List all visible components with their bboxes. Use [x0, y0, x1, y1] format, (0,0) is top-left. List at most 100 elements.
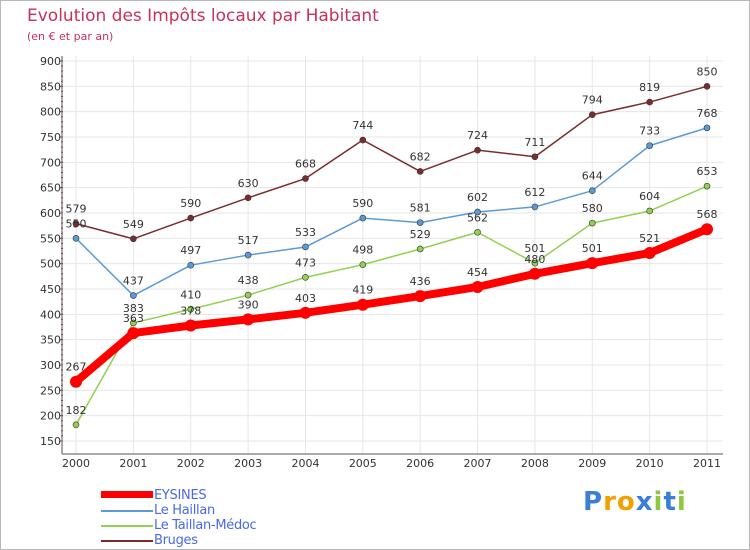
data-label: 529 [410, 228, 431, 241]
data-point [302, 175, 309, 182]
data-label: 533 [295, 226, 316, 239]
series-line-eysines [72, 225, 711, 386]
data-label: 604 [639, 190, 660, 203]
data-label: 497 [180, 244, 201, 257]
data-point [299, 306, 312, 319]
data-label: 602 [467, 191, 488, 204]
data-point [643, 247, 656, 260]
x-tick-label: 2004 [291, 457, 319, 470]
data-point [130, 292, 137, 299]
legend-label: EYSINES [154, 488, 207, 503]
data-label: 436 [410, 275, 431, 288]
data-point [646, 207, 653, 215]
data-label: 501 [582, 242, 603, 255]
x-tick-label: 2011 [693, 457, 721, 470]
logo-letter: t [663, 487, 677, 517]
logo-letter: o [616, 487, 636, 517]
y-tick-label: 500 [40, 258, 61, 271]
data-point [242, 313, 255, 326]
data-label: 819 [639, 81, 660, 94]
y-tick-label: 300 [40, 359, 61, 372]
data-label: 590 [352, 197, 373, 210]
data-label: 473 [295, 256, 316, 269]
data-label: 733 [639, 125, 660, 138]
data-point [416, 168, 424, 175]
data-point [302, 274, 309, 281]
data-point [588, 187, 596, 195]
legend-label: Le Taillan-Médoc [154, 518, 257, 533]
data-label: 724 [467, 129, 488, 142]
data-point [703, 124, 711, 132]
data-label: 267 [66, 361, 87, 374]
chart-subtitle: (en € et par an) [27, 30, 114, 43]
data-label: 363 [123, 312, 144, 325]
data-label: 590 [180, 197, 201, 210]
data-point [474, 146, 481, 154]
data-label: 410 [180, 288, 201, 301]
data-label: 630 [238, 177, 259, 190]
data-point [244, 194, 252, 202]
data-label: 668 [295, 158, 316, 171]
data-label: 521 [639, 232, 660, 245]
data-point [531, 153, 539, 161]
data-point [359, 261, 367, 268]
y-tick-label: 150 [40, 435, 61, 448]
data-label: 419 [352, 284, 373, 297]
data-point [528, 267, 541, 280]
logo-letter: i [676, 487, 687, 517]
data-point [586, 257, 599, 270]
x-tick-label: 2000 [62, 457, 90, 470]
data-point [531, 259, 539, 267]
data-point [703, 83, 711, 90]
data-point [72, 421, 80, 429]
axes: 150 200 250 300 350 400 450 500 550 600 650 700 750 8… [40, 55, 723, 470]
data-point [474, 208, 481, 216]
data-point [187, 214, 195, 222]
x-tick-label: 2010 [636, 457, 664, 470]
logo-letter: P [583, 487, 604, 517]
data-label: 850 [697, 65, 718, 78]
x-tick-label: 2001 [119, 457, 147, 470]
proxiti-logo: Proxiti [583, 487, 687, 517]
data-label: 550 [66, 217, 87, 230]
data-label: 581 [410, 202, 431, 215]
data-point [646, 142, 653, 149]
data-point [130, 319, 137, 327]
legend-swatch [101, 525, 153, 527]
y-tick-label: 200 [40, 410, 61, 423]
legend-swatch [101, 540, 153, 542]
y-tick-label: 600 [40, 207, 61, 220]
data-label: 480 [524, 253, 545, 266]
data-label: 517 [238, 234, 259, 247]
y-tick-label: 400 [40, 308, 61, 321]
data-point [244, 291, 252, 299]
data-point [701, 223, 713, 236]
data-point [244, 251, 252, 259]
data-point [471, 280, 484, 293]
data-label: 768 [697, 107, 718, 120]
y-tick-label: 350 [40, 334, 61, 347]
legend-label: Bruges [154, 533, 198, 548]
data-point [588, 219, 596, 227]
data-label: 390 [238, 298, 259, 311]
legend-label: Le Haillan [154, 503, 215, 518]
data-label: 682 [410, 150, 431, 163]
data-label: 378 [180, 304, 201, 317]
y-tick-label: 700 [40, 156, 61, 169]
x-tick-label: 2009 [578, 457, 606, 470]
chart-title: Evolution des Impôts locaux par Habitant [27, 6, 379, 26]
y-tick-label: 850 [40, 80, 61, 93]
x-tick-label: 2002 [177, 457, 205, 470]
legend-swatch [101, 491, 153, 498]
data-point [127, 327, 140, 340]
data-label: 580 [582, 202, 603, 215]
logo-letter: r [603, 487, 617, 517]
data-label: 711 [524, 136, 545, 149]
data-label: 437 [123, 275, 144, 288]
data-point [359, 214, 367, 222]
data-point [72, 220, 80, 227]
x-tick-label: 2008 [521, 457, 549, 470]
x-tick-label: 2003 [234, 457, 262, 470]
data-point [531, 203, 539, 211]
